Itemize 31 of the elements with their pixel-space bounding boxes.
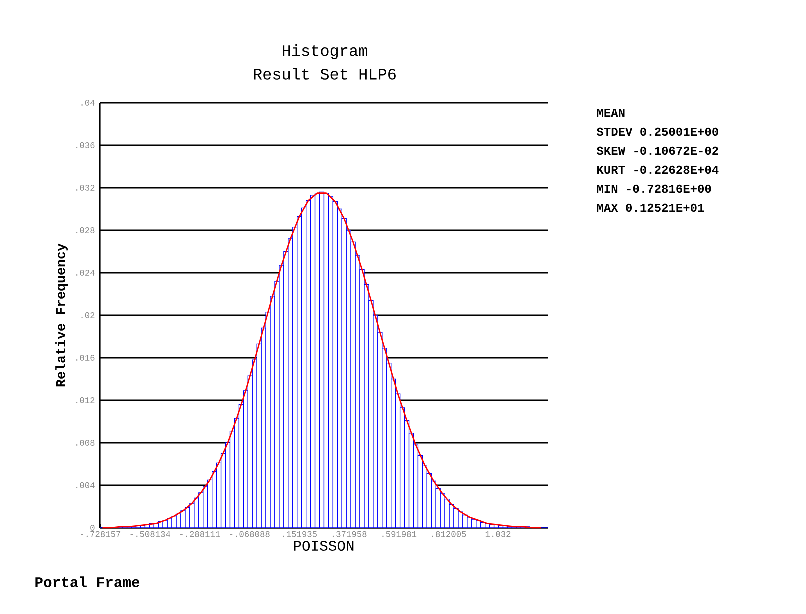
x-axis-title: POISSON [294, 541, 354, 552]
text: STDEV 0.25001E+00 [596, 128, 718, 136]
y-tick-label: .04 [82, 100, 95, 106]
x-tick-label: .371958 [332, 531, 367, 538]
y-tick-label: .004 [76, 482, 95, 488]
text: MIN -0.72816E+00 [597, 184, 712, 194]
x-tick-label: -.508134 [130, 531, 170, 538]
y-tick-label: .032 [76, 185, 95, 191]
y-tick-label: .024 [76, 270, 95, 276]
y-tick-label: .016 [76, 355, 95, 361]
x-tick-label: -.068088 [230, 531, 270, 538]
chart-subtitle: Result Set HLP6 [254, 68, 396, 80]
x-tick-label: -.728157 [81, 531, 121, 538]
chart-title: Histogram [283, 44, 368, 60]
x-tick-label: .812005 [432, 531, 466, 538]
x-tick-label: 1.032 [486, 531, 511, 538]
y-tick-label: 0 [90, 525, 95, 531]
text: MEAN [597, 109, 625, 117]
x-tick-label: .151935 [283, 531, 317, 538]
y-tick-label: .028 [76, 228, 95, 234]
text: MAX 0.12521E+01 [597, 204, 704, 212]
text: Portal Frame [36, 576, 140, 588]
y-tick-label: .008 [76, 440, 95, 446]
text: KURT -0.22628E+04 [598, 166, 719, 174]
y-tick-label: .036 [76, 142, 95, 148]
text: SKEW -0.10672E-02 [596, 146, 718, 156]
y-tick-label: .012 [76, 398, 95, 404]
y-tick-label: .02 [82, 312, 95, 318]
y-axis-title: Relative Frequency [56, 244, 68, 387]
x-tick-label: -.288111 [180, 531, 220, 538]
x-tick-label: .591981 [382, 531, 417, 538]
